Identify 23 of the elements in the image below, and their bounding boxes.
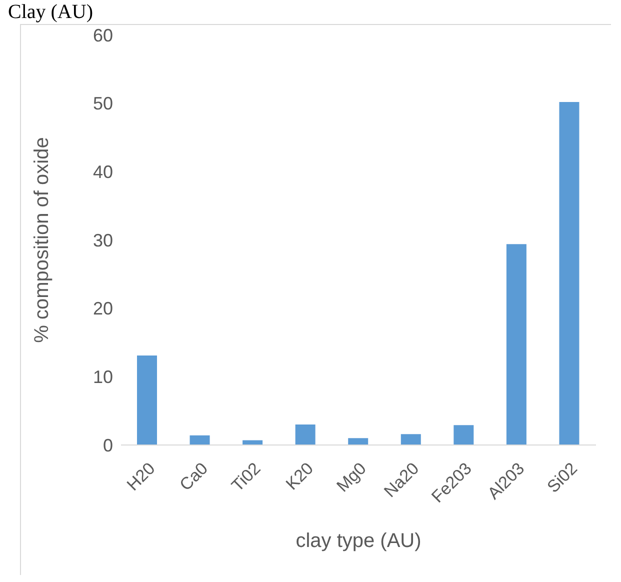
y-tick-label: 60 (92, 25, 113, 46)
y-axis-title: % composition of oxide (31, 137, 54, 343)
bar (454, 425, 474, 445)
bar (559, 102, 580, 445)
x-tick-label: H20 (123, 458, 159, 494)
x-tick-label: Ca0 (176, 458, 212, 494)
y-tick-label: 40 (92, 162, 113, 182)
bar (400, 434, 421, 445)
y-tick-label: 50 (92, 94, 113, 114)
y-tick-label: 10 (92, 367, 113, 388)
x-tick-label: Ti02 (228, 458, 264, 496)
bar (295, 424, 316, 445)
x-axis-title: clay type (AU) (296, 530, 422, 552)
y-tick-label: 20 (92, 298, 113, 319)
x-tick-label: K20 (282, 458, 318, 494)
bar (242, 440, 263, 445)
y-tick-label: 30 (92, 230, 113, 250)
bar (190, 435, 210, 445)
bar (506, 244, 526, 445)
bar (137, 355, 157, 445)
chart-title: Clay (AU) (8, 0, 93, 24)
bar (348, 438, 368, 445)
y-tick-label: 0 (102, 435, 113, 456)
